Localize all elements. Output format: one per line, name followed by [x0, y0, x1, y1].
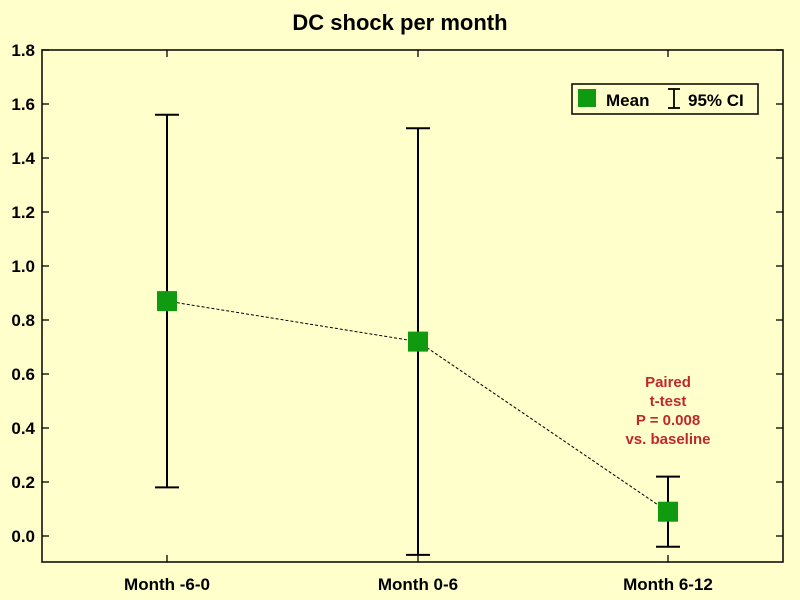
y-tick-label: 0.2 [11, 473, 35, 492]
connector-line [166, 300, 669, 513]
y-tick-label: 0.6 [11, 365, 35, 384]
annotation: Paired t-test P = 0.008 vs. baseline [625, 374, 710, 448]
x-tick-label: Month 6-12 [623, 575, 713, 594]
y-tick-label: 1.6 [11, 95, 35, 114]
legend-box [571, 83, 759, 115]
y-tick-label: 1.8 [11, 41, 35, 60]
legend-swatch-mean [578, 89, 596, 107]
legend: Mean 95% CI [571, 83, 759, 115]
annotation-line: Paired [645, 374, 691, 391]
annotation-line: P = 0.008 [636, 412, 700, 429]
legend-label-ci: 95% CI [688, 91, 744, 110]
mean-marker [408, 331, 428, 352]
y-tick-label: 1.4 [11, 149, 35, 168]
x-tick-label: Month -6-0 [124, 575, 210, 594]
y-tick-label: 0.4 [11, 419, 35, 438]
annotation-line: t-test [650, 393, 687, 410]
mean-markers [157, 291, 678, 522]
annotation-line: vs. baseline [625, 431, 710, 448]
mean-marker [157, 291, 177, 312]
y-tick-label: 0.0 [11, 527, 35, 546]
y-tick-label: 0.8 [11, 311, 35, 330]
mean-connector [166, 300, 669, 513]
y-tick-label: 1.0 [11, 257, 35, 276]
y-axis: 0.0 0.2 0.4 0.6 0.8 1.0 1.2 1.4 1.6 1.8 [11, 41, 783, 546]
legend-ci-icon [668, 88, 680, 109]
plot-area [41, 49, 784, 563]
x-tick-label: Month 0-6 [378, 575, 458, 594]
legend-label-mean: Mean [606, 91, 649, 110]
chart-title: DC shock per month [292, 10, 507, 35]
mean-marker [658, 501, 678, 522]
x-axis: Month -6-0 Month 0-6 Month 6-12 [124, 50, 713, 594]
y-tick-label: 1.2 [11, 203, 35, 222]
